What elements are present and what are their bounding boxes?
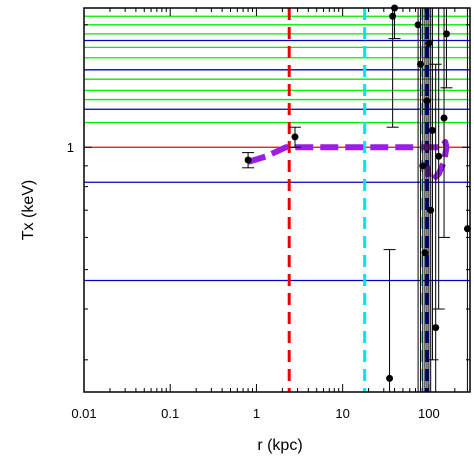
point-marker <box>414 21 422 29</box>
point-marker <box>425 39 433 47</box>
y-tick-labels: 1 <box>67 140 74 155</box>
point-marker <box>440 114 448 122</box>
x-axis-label: r (kpc) <box>257 437 302 454</box>
point-marker <box>428 126 436 134</box>
data-point <box>417 8 425 392</box>
vertical-dashed-lines <box>287 8 429 392</box>
x-tick-label: 0.1 <box>161 406 179 421</box>
data-point <box>426 8 439 361</box>
point-marker <box>291 133 299 141</box>
x-tick-label: 1 <box>253 406 260 421</box>
point-marker <box>442 30 450 38</box>
y-tick-label: 1 <box>67 140 74 155</box>
data-point <box>429 63 442 392</box>
plot-frame <box>83 7 471 393</box>
data-point <box>432 8 445 310</box>
point-marker <box>417 60 425 68</box>
x-tick-label: 10 <box>335 406 349 421</box>
point-marker <box>423 97 431 105</box>
point-marker <box>427 206 435 214</box>
x-tick-labels: 0.01 0.1 1 10 100 <box>71 406 439 421</box>
x-tick-label: 0.01 <box>71 406 96 421</box>
point-marker <box>463 225 471 233</box>
point-marker <box>244 156 252 164</box>
point-marker <box>432 324 440 332</box>
data-point <box>242 152 255 169</box>
x-tick-label: 100 <box>418 406 440 421</box>
data-point <box>440 8 453 89</box>
point-marker <box>389 12 397 20</box>
data-points <box>242 4 471 392</box>
data-point <box>414 8 422 392</box>
data-point <box>288 126 301 148</box>
point-marker <box>386 374 394 382</box>
y-axis-label: Tx (keV) <box>20 180 37 240</box>
point-marker <box>435 152 443 160</box>
axis-ticks <box>83 8 471 392</box>
data-point <box>463 8 471 392</box>
data-point <box>383 249 396 392</box>
data-point <box>438 8 451 238</box>
